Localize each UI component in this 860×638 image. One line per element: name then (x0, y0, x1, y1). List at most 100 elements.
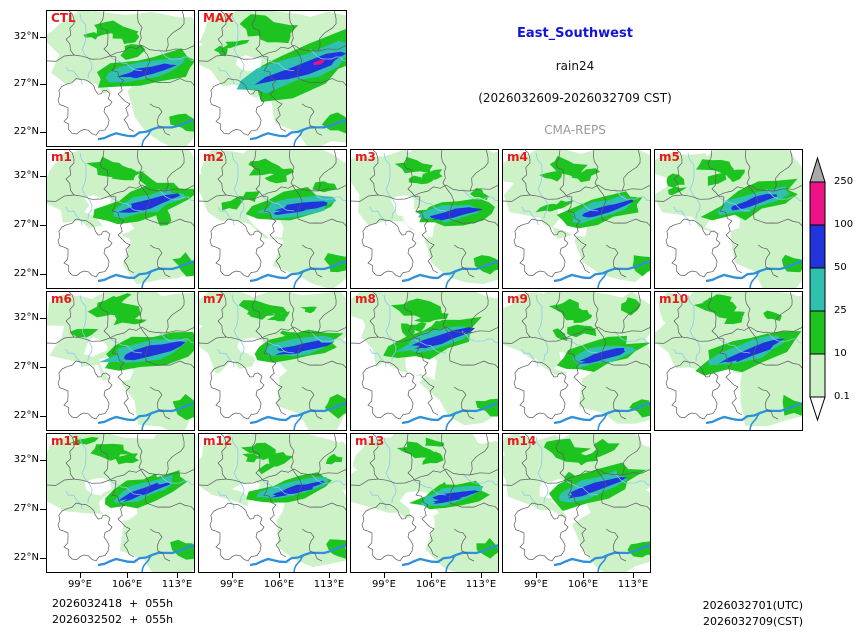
panel-label-m1: m1 (51, 150, 72, 164)
x-axis-label: 106°E (415, 579, 447, 590)
panel-label-m9: m9 (507, 292, 528, 306)
x-axis-label: 106°E (263, 579, 295, 590)
map-panel-m3: m3 (350, 149, 499, 289)
colorbar-tick-label: 0.1 (834, 391, 850, 402)
map-panel-m2: m2 (198, 149, 347, 289)
map-canvas (350, 291, 499, 431)
x-axis-label: 99°E (523, 579, 548, 590)
x-axis-tick (328, 573, 330, 578)
x-axis-tick (583, 573, 585, 578)
y-axis-label: 32°N (13, 30, 39, 42)
y-axis-tick (40, 36, 46, 38)
y-axis-tick (40, 460, 46, 462)
map-panel-m11: m11 (46, 433, 195, 573)
map-canvas (502, 433, 651, 573)
map-panel-CTL: CTL (46, 10, 195, 147)
map-canvas (654, 149, 803, 289)
map-canvas (46, 433, 195, 573)
map-canvas (502, 291, 651, 431)
colorbar-tick-label: 10 (834, 348, 847, 359)
x-axis-tick (535, 573, 537, 578)
y-axis-tick (40, 367, 46, 369)
init-time-line: 2026032502 + 055h (52, 613, 174, 626)
panel-label-m14: m14 (507, 434, 537, 448)
map-canvas (46, 291, 195, 431)
x-axis-label: 99°E (371, 579, 396, 590)
x-axis-label: 99°E (67, 579, 92, 590)
map-canvas (198, 10, 347, 147)
x-axis-tick (79, 573, 81, 578)
panel-label-m2: m2 (203, 150, 224, 164)
model-title: CMA-REPS (544, 123, 606, 137)
panel-label-MAX: MAX (203, 11, 234, 25)
map-panel-m7: m7 (198, 291, 347, 431)
y-axis-label: 22°N (13, 125, 39, 137)
valid-time-line: 2026032701(UTC) (702, 599, 803, 612)
y-axis-tick (40, 415, 46, 417)
panel-label-m13: m13 (355, 434, 385, 448)
x-axis-tick (176, 573, 178, 578)
panel-label-CTL: CTL (51, 11, 76, 25)
rainfall-colorbar (800, 156, 836, 432)
period-title: (2026032609-2026032709 CST) (478, 91, 672, 105)
y-axis-label: 32°N (13, 170, 39, 182)
x-axis-label: 113°E (465, 579, 497, 590)
x-axis-label: 113°E (313, 579, 345, 590)
map-panel-m13: m13 (350, 433, 499, 573)
map-canvas (46, 149, 195, 289)
map-canvas (198, 433, 347, 573)
y-axis-tick (40, 509, 46, 511)
y-axis-label: 32°N (13, 454, 39, 466)
y-axis-tick (40, 557, 46, 559)
y-axis-label: 27°N (13, 361, 39, 373)
panel-label-m10: m10 (659, 292, 689, 306)
map-panel-m14: m14 (502, 433, 651, 573)
y-axis-label: 27°N (13, 219, 39, 231)
map-canvas (654, 291, 803, 431)
map-canvas (350, 149, 499, 289)
y-axis-label: 27°N (13, 503, 39, 515)
title-block: East_Southwest rain24 (2026032609-202603… (402, 26, 748, 137)
y-axis-tick (40, 273, 46, 275)
colorbar-tick-label: 50 (834, 262, 847, 273)
valid-time-line: 2026032709(CST) (703, 615, 803, 628)
y-axis-tick (40, 225, 46, 227)
region-title: East_Southwest (517, 26, 633, 41)
panel-label-m4: m4 (507, 150, 528, 164)
x-axis-tick (279, 573, 281, 578)
x-axis-tick (632, 573, 634, 578)
panel-label-m11: m11 (51, 434, 81, 448)
x-axis-label: 99°E (219, 579, 244, 590)
footer-valid-times: 2026032701(UTC) 2026032709(CST) (557, 598, 803, 630)
panel-label-m12: m12 (203, 434, 233, 448)
x-axis-tick (383, 573, 385, 578)
init-time-line: 2026032418 + 055h (52, 597, 174, 610)
colorbar-tick-label: 250 (834, 176, 854, 187)
map-panel-m6: m6 (46, 291, 195, 431)
map-panel-MAX: MAX (198, 10, 347, 147)
x-axis-tick (431, 573, 433, 578)
map-panel-m12: m12 (198, 433, 347, 573)
colorbar-tick-label: 25 (834, 305, 847, 316)
panel-label-m8: m8 (355, 292, 376, 306)
y-axis-tick (40, 131, 46, 133)
colorbar-canvas (809, 156, 826, 422)
y-axis-label: 22°N (13, 267, 39, 279)
map-panel-m9: m9 (502, 291, 651, 431)
map-canvas (198, 149, 347, 289)
x-axis-label: 113°E (161, 579, 193, 590)
panel-label-m3: m3 (355, 150, 376, 164)
map-canvas (350, 433, 499, 573)
panel-label-m5: m5 (659, 150, 680, 164)
map-canvas (502, 149, 651, 289)
map-canvas (46, 10, 195, 147)
y-axis-label: 27°N (13, 78, 39, 90)
map-panel-m4: m4 (502, 149, 651, 289)
map-panel-m5: m5 (654, 149, 803, 289)
y-axis-tick (40, 176, 46, 178)
panel-label-m7: m7 (203, 292, 224, 306)
panel-label-m6: m6 (51, 292, 72, 306)
map-canvas (198, 291, 347, 431)
variable-title: rain24 (555, 59, 595, 73)
